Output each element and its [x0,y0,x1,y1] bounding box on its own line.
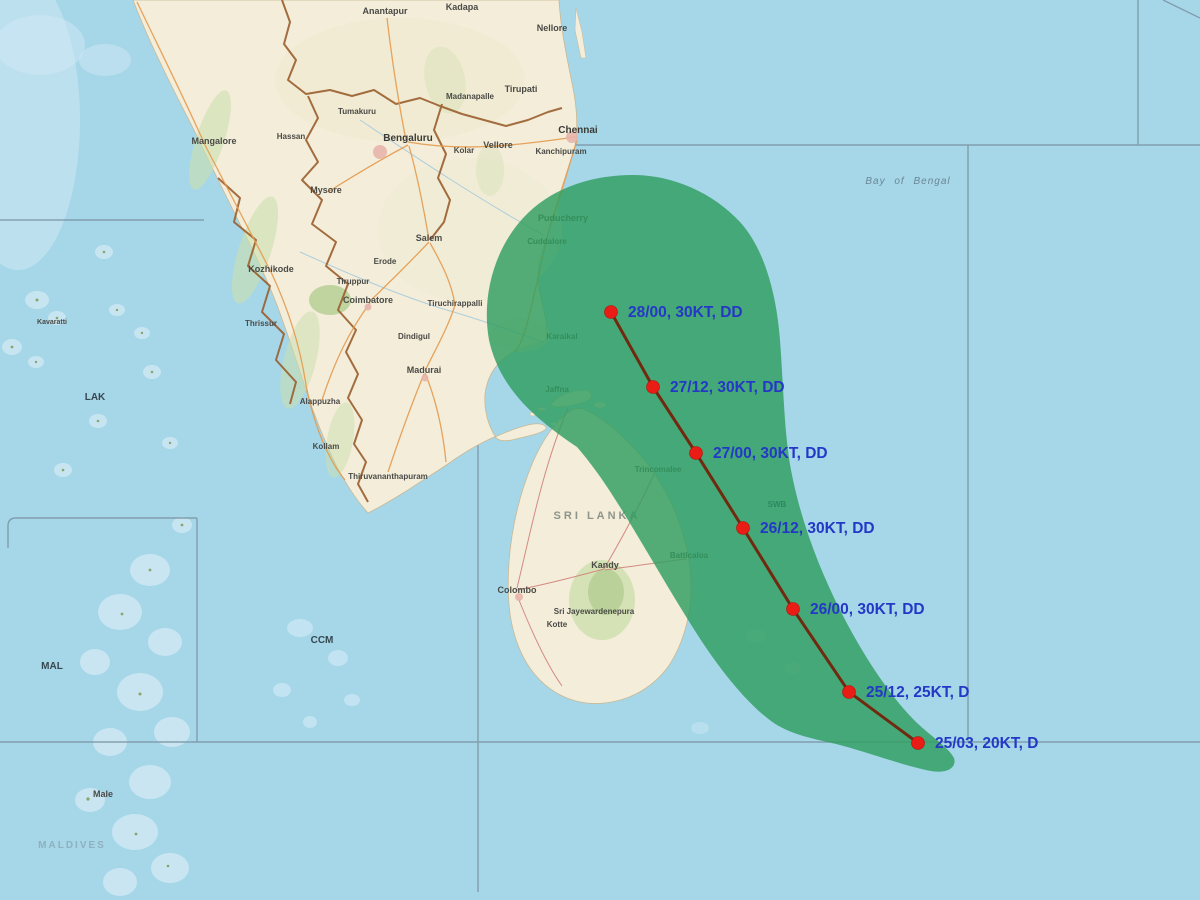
track-point [786,602,800,616]
city-label: Tiruchirappalli [428,299,483,308]
city-label: Tumakuru [338,107,376,116]
roads-india [136,1,578,481]
city-label: Male [93,789,113,799]
city-label: Alappuzha [300,397,341,406]
sea-label: CCM [311,635,334,646]
city-label: Kolar [454,146,474,155]
city-label: Colombo [498,585,537,595]
track-point [604,305,618,319]
track-point [911,736,925,750]
track-point-label: 26/00, 30KT, DD [810,601,925,618]
city-label: Mysore [310,185,342,195]
city-label: Chennai [558,125,598,136]
city-label: Madanapalle [446,92,495,101]
forecast-cone [486,175,955,772]
storm-track: 28/00, 30KT, DD 27/12, 30KT, DD 27/00, 30K… [604,304,1038,752]
shallow-water [0,0,801,896]
city-label: Bengaluru [383,133,432,144]
small-islands [10,250,184,868]
city-label: Nellore [537,23,568,33]
track-point [736,521,750,535]
sea-label: Bay of Bengal [865,176,950,187]
terrain-relief [189,18,635,640]
track-point-label: 26/12, 30KT, DD [760,520,875,537]
city-label: Kavaratti [37,319,67,326]
track-point [646,380,660,394]
city-label: Tirupati [505,84,538,94]
track-point-label: 25/03, 20KT, D [935,735,1038,752]
sea-label: SRI LANKA [554,510,641,522]
city-label: Kandy [591,560,619,570]
city-label: Madurai [407,365,442,375]
track-point-label: 27/00, 30KT, DD [713,445,828,462]
track-point [842,685,856,699]
city-label: Kollam [313,442,340,451]
city-label: Tiruppur [337,277,370,286]
city-label: Thiruvananthapuram [348,472,428,481]
sea-label: MAL [41,661,63,672]
state-boundaries [217,0,563,503]
city-label: Thrissur [245,319,277,328]
city-label: Kotte [547,620,568,629]
track-point-label: 25/12, 25KT, D [866,684,969,701]
sea-label: MALDIVES [38,840,106,851]
city-label: Hassan [277,132,306,141]
city-labels: Anantapur Kadapa Nellore Madanapalle Tirupat… [37,2,709,799]
track-point-label: 27/12, 30KT, DD [670,379,785,396]
city-label: Dindigul [398,332,430,341]
city-label: Kozhikode [248,264,294,274]
city-label: Erode [374,257,397,266]
city-label: Kanchipuram [535,147,586,156]
urban-areas [364,131,578,601]
city-label: Salem [416,233,443,243]
city-label: Sri Jayewardenepura [554,607,635,616]
city-label: Vellore [483,140,513,150]
track-point-label: 28/00, 30KT, DD [628,304,743,321]
sea-label: LAK [85,392,106,403]
city-label: Mangalore [191,136,236,146]
city-label: Kadapa [446,2,480,12]
city-label: Anantapur [363,6,408,16]
city-label: Coimbatore [343,295,393,305]
track-point [689,446,703,460]
